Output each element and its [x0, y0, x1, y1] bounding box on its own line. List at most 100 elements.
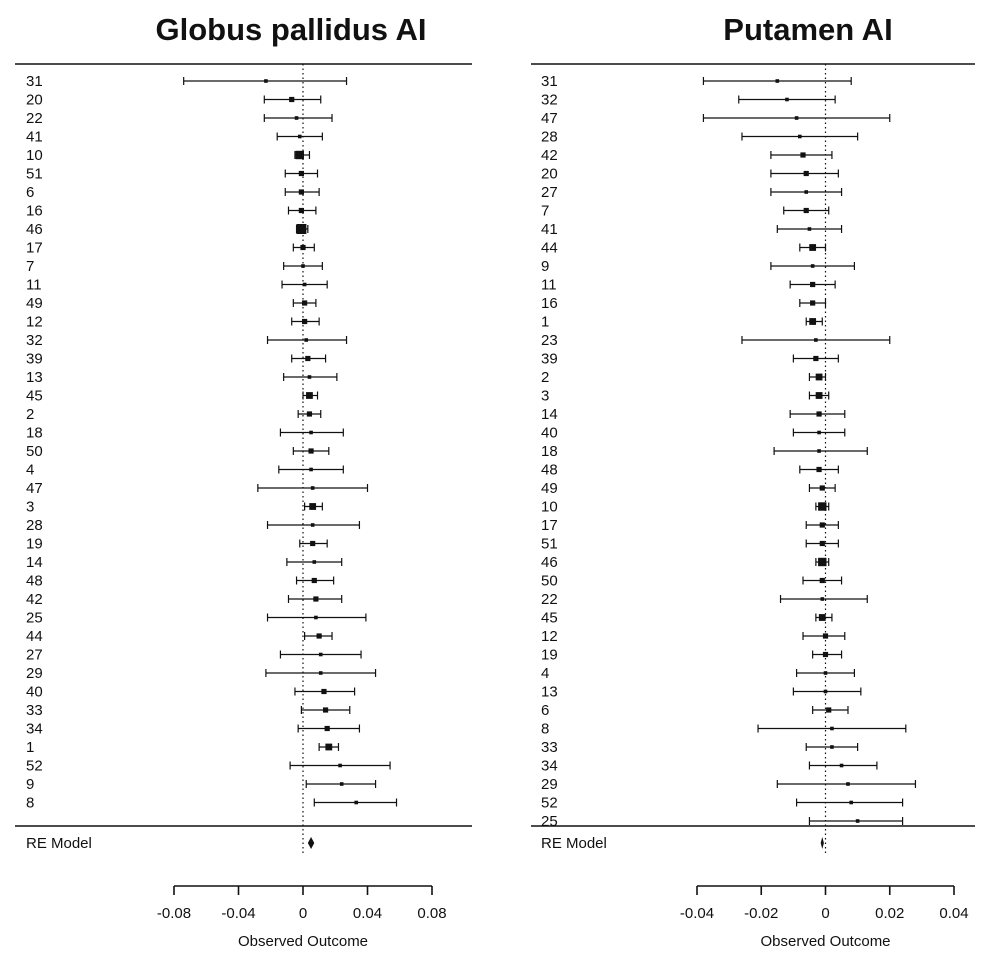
- study-estimate-point: [296, 224, 307, 234]
- x-tick-label: -0.02: [744, 905, 778, 922]
- study-label: 13: [26, 369, 43, 386]
- study-estimate-point: [305, 355, 311, 362]
- study-estimate-point: [846, 782, 850, 786]
- study-label: 3: [541, 388, 549, 405]
- study-estimate-point: [810, 300, 816, 306]
- study-label: 42: [26, 591, 43, 608]
- x-tick-label: -0.04: [680, 905, 714, 922]
- study-estimate-point: [855, 819, 860, 823]
- study-estimate-point: [813, 355, 819, 362]
- study-estimate-point: [818, 557, 827, 567]
- study-estimate-point: [819, 485, 825, 491]
- study-label: 3: [26, 499, 34, 516]
- study-label: 40: [541, 425, 558, 442]
- study-estimate-point: [310, 540, 316, 547]
- study-estimate-point: [809, 244, 817, 251]
- study-estimate-point: [818, 502, 827, 511]
- study-label: 29: [541, 776, 558, 793]
- study-estimate-point: [309, 503, 317, 510]
- study-label: 31: [541, 73, 558, 90]
- study-label: 44: [541, 240, 558, 257]
- x-tick-label: 0: [821, 905, 829, 922]
- study-label: 13: [541, 684, 558, 701]
- study-estimate-point: [810, 264, 815, 268]
- study-label: 18: [541, 443, 558, 460]
- study-label: 25: [26, 610, 43, 627]
- study-estimate-point: [822, 633, 829, 639]
- study-estimate-point: [818, 614, 826, 621]
- study-label: 41: [541, 221, 558, 238]
- study-estimate-point: [316, 633, 322, 639]
- x-tick-label: 0: [299, 905, 307, 922]
- study-estimate-point: [309, 430, 313, 435]
- study-estimate-point: [297, 134, 302, 139]
- study-estimate-point: [304, 338, 309, 342]
- study-label: 7: [541, 203, 549, 220]
- study-estimate-point: [298, 189, 304, 195]
- study-label: 44: [26, 628, 43, 645]
- study-label: 8: [26, 795, 34, 812]
- study-label: 32: [26, 332, 43, 349]
- x-tick-label: -0.08: [157, 905, 191, 922]
- study-label: 10: [541, 499, 558, 516]
- study-estimate-point: [325, 743, 333, 751]
- study-estimate-point: [800, 152, 806, 158]
- study-label: 2: [26, 406, 34, 423]
- study-label: 29: [26, 665, 43, 682]
- study-estimate-point: [809, 318, 817, 325]
- study-label: 28: [26, 517, 43, 534]
- study-estimate-point: [313, 596, 319, 602]
- study-label: 11: [26, 277, 42, 294]
- study-label: 19: [26, 536, 43, 553]
- study-label: 48: [26, 573, 43, 590]
- study-label: 33: [541, 739, 558, 756]
- study-label: 14: [541, 406, 558, 423]
- study-estimate-point: [819, 540, 825, 547]
- study-label: 31: [26, 73, 43, 90]
- study-estimate-point: [300, 244, 306, 251]
- study-estimate-point: [314, 615, 318, 620]
- study-estimate-point: [798, 134, 802, 139]
- study-estimate-point: [819, 522, 825, 528]
- study-label: 27: [541, 184, 558, 201]
- study-label: 16: [541, 295, 558, 312]
- study-estimate-point: [815, 373, 823, 381]
- study-label: 17: [541, 517, 558, 534]
- study-estimate-point: [302, 282, 307, 287]
- re-model-diamond: [820, 837, 824, 849]
- study-estimate-point: [312, 560, 317, 564]
- study-label: 25: [541, 813, 558, 830]
- study-label: 23: [541, 332, 558, 349]
- x-tick-label: 0.02: [875, 905, 904, 922]
- study-estimate-point: [298, 207, 304, 214]
- study-label: 9: [541, 258, 549, 275]
- study-estimate-point: [354, 800, 359, 805]
- study-estimate-point: [322, 707, 329, 713]
- study-label: 40: [26, 684, 43, 701]
- study-estimate-point: [823, 671, 828, 675]
- study-estimate-point: [830, 745, 834, 749]
- study-label: 6: [26, 184, 34, 201]
- study-estimate-point: [803, 207, 809, 214]
- study-label: 27: [26, 647, 43, 664]
- study-label: 17: [26, 240, 43, 257]
- study-estimate-point: [310, 523, 315, 527]
- study-estimate-point: [318, 671, 323, 675]
- study-label: 20: [26, 92, 43, 109]
- study-label: 49: [541, 480, 558, 497]
- study-estimate-point: [264, 79, 268, 83]
- study-label: 20: [541, 166, 558, 183]
- study-label: 45: [541, 610, 558, 627]
- study-label: 4: [541, 665, 549, 682]
- study-label: 41: [26, 129, 43, 146]
- study-label: 28: [541, 129, 558, 146]
- study-estimate-point: [294, 116, 299, 120]
- study-label: 32: [541, 92, 558, 109]
- study-label: 16: [26, 203, 43, 220]
- study-label: 1: [541, 314, 549, 331]
- study-label: 33: [26, 702, 43, 719]
- study-label: 39: [26, 351, 43, 368]
- x-tick-label: 0.04: [939, 905, 968, 922]
- study-estimate-point: [309, 467, 313, 472]
